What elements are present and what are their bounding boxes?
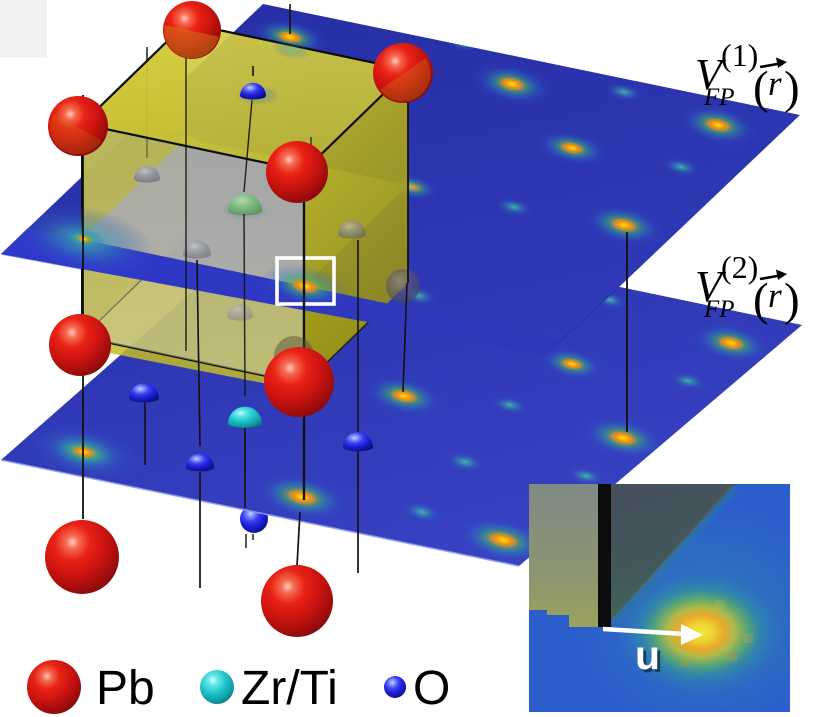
svg-text:(1): (1) — [721, 37, 758, 73]
svg-text:(2): (2) — [721, 249, 758, 285]
svg-text:Zr/Ti: Zr/Ti — [241, 662, 338, 715]
svg-text:): ) — [784, 274, 800, 326]
svg-text:(: ( — [753, 62, 769, 114]
svg-text:(: ( — [753, 274, 769, 326]
svg-text:FP: FP — [703, 84, 735, 111]
svg-text:u: u — [635, 632, 660, 678]
svg-text:): ) — [784, 62, 800, 114]
svg-text:Pb: Pb — [96, 662, 155, 715]
svg-text:V: V — [695, 50, 727, 99]
svg-text:FP: FP — [703, 296, 735, 323]
svg-text:r: r — [768, 276, 782, 315]
svg-text:u: u — [638, 635, 663, 681]
svg-text:O: O — [413, 662, 450, 715]
svg-text:r: r — [768, 64, 782, 103]
svg-text:V: V — [695, 262, 727, 311]
